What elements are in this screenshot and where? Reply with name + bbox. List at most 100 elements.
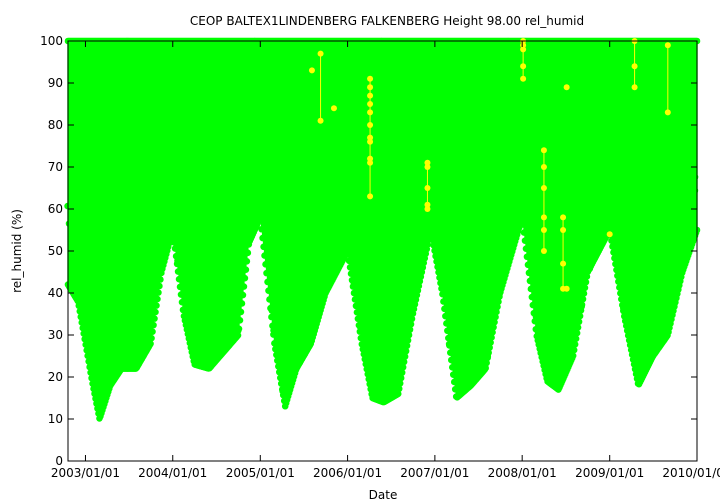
yellow-point <box>367 109 374 116</box>
y-tick-label: 70 <box>48 160 63 174</box>
yellow-point <box>424 185 431 191</box>
green-point <box>580 290 588 297</box>
green-point <box>236 317 244 324</box>
x-tick-label: 2006/01/01 <box>313 466 382 480</box>
yellow-point <box>367 92 374 99</box>
y-tick-label: 0 <box>55 454 63 468</box>
y-axis-label: rel_humid (%) <box>10 209 24 293</box>
x-tick-label: 2004/01/01 <box>138 466 207 480</box>
green-point <box>154 295 161 303</box>
green-point <box>157 276 164 283</box>
y-tick-label: 60 <box>48 202 63 216</box>
x-tick-label: 2007/01/01 <box>400 466 469 480</box>
yellow-point <box>664 42 671 49</box>
yellow-point <box>367 134 374 141</box>
yellow-point <box>520 46 527 53</box>
green-point <box>403 342 411 350</box>
chart-title: CEOP BALTEX1LINDENBERG FALKENBERG Height… <box>190 14 584 28</box>
yellow-point <box>560 227 567 233</box>
yellow-point <box>520 75 527 82</box>
green-point <box>237 308 245 316</box>
yellow-point <box>367 193 374 200</box>
green-point <box>581 284 589 292</box>
y-tick-label: 20 <box>48 370 63 384</box>
green-point <box>150 321 157 329</box>
y-tick-label: 50 <box>48 244 63 258</box>
yellow-point <box>317 117 324 124</box>
x-tick-label: 2005/01/01 <box>226 466 295 480</box>
y-tick-label: 40 <box>48 286 63 300</box>
yellow-point <box>367 84 374 91</box>
green-point <box>573 329 581 337</box>
yellow-point <box>560 214 567 221</box>
green-point <box>400 358 408 366</box>
green-point <box>407 320 415 328</box>
green-point <box>239 291 247 299</box>
yellow-point <box>367 159 374 166</box>
yellow-point <box>540 164 547 170</box>
green-point <box>148 334 155 342</box>
plot-data <box>64 37 701 422</box>
green-point <box>571 341 579 348</box>
green-point <box>402 347 410 355</box>
green-point <box>396 380 404 387</box>
green-point <box>244 249 252 257</box>
yellow-point <box>308 67 315 74</box>
yellow-point <box>540 227 547 233</box>
yellow-point <box>367 75 374 82</box>
green-point <box>406 326 414 333</box>
yellow-point <box>424 159 431 166</box>
yellow-point <box>631 63 638 70</box>
green-point <box>579 295 587 303</box>
y-tick-label: 80 <box>48 118 63 132</box>
green-point <box>570 346 578 354</box>
x-tick-label: 2009/01/01 <box>575 466 644 480</box>
yellow-point <box>540 147 547 154</box>
series-yellow <box>308 38 671 292</box>
x-ticks: 2003/01/01 2004/01/01 2005/01/01 2006/01/01… <box>51 41 720 480</box>
green-point <box>582 278 590 286</box>
yellow-point <box>367 155 374 162</box>
yellow-point <box>540 214 547 221</box>
y-tick-label: 100 <box>40 34 63 48</box>
green-point <box>155 289 162 296</box>
series-green <box>64 37 701 422</box>
y-tick-label: 30 <box>48 328 63 342</box>
green-point <box>574 324 582 331</box>
green-point <box>399 363 407 371</box>
green-point <box>576 312 584 320</box>
yellow-point <box>563 285 570 292</box>
green-point <box>401 353 409 360</box>
green-point <box>238 300 246 307</box>
green-point <box>397 374 405 382</box>
green-point <box>398 369 406 376</box>
yellow-point <box>424 164 431 170</box>
green-point <box>240 283 248 290</box>
green-point <box>572 335 580 343</box>
yellow-point <box>367 101 374 107</box>
green-point <box>149 328 156 335</box>
green-point <box>147 340 154 348</box>
yellow-point <box>606 231 613 238</box>
green-point <box>241 274 249 282</box>
green-point <box>156 282 163 290</box>
y-ticks: 0 10 20 30 40 50 60 70 80 90 100 <box>40 34 697 468</box>
yellow-point <box>631 84 638 91</box>
y-tick-label: 10 <box>48 412 63 426</box>
green-point <box>404 337 412 344</box>
green-point <box>151 315 158 322</box>
yellow-point <box>520 42 527 49</box>
yellow-point <box>330 105 337 112</box>
yellow-point <box>424 201 431 208</box>
yellow-point <box>664 109 671 116</box>
green-point <box>243 257 251 265</box>
yellow-point <box>367 138 374 145</box>
green-point <box>152 308 159 316</box>
green-point <box>408 315 416 323</box>
yellow-point <box>560 260 567 267</box>
x-tick-label: 2003/01/01 <box>51 466 120 480</box>
x-axis-label: Date <box>369 488 398 502</box>
green-point <box>569 352 577 359</box>
green-point <box>575 318 583 326</box>
